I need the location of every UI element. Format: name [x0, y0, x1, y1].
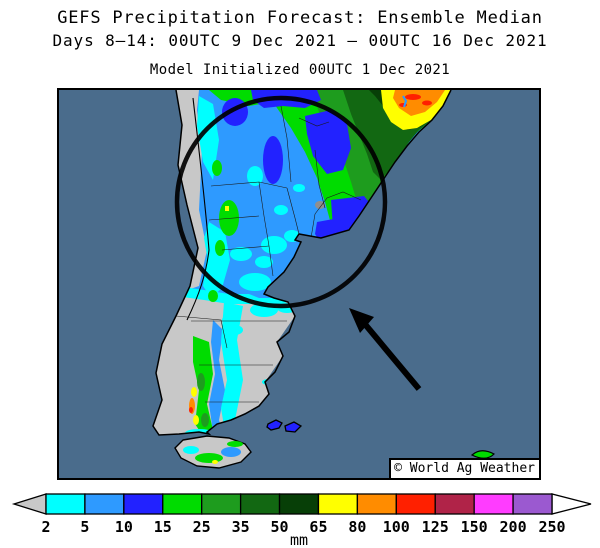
legend-segment [512, 493, 553, 515]
legend-tick-label: 125 [422, 518, 449, 536]
legend-tick-label: 250 [538, 518, 565, 536]
legend-tick-label: 100 [383, 518, 410, 536]
legend-colorbar: 2 5 10 15 25 35 50 65 80 100 125 150 200 250 mm [11, 493, 592, 548]
legend-segment [45, 493, 86, 515]
legend-tick-labels: 2 5 10 15 25 35 50 65 80 100 125 150 200 250 [41, 518, 565, 536]
coastline [152, 90, 452, 436]
legend-segment [473, 493, 514, 515]
highlight-circle-annotation [174, 95, 388, 309]
pointer-arrow-annotation [349, 308, 422, 391]
legend-segment [395, 493, 436, 515]
legend-tick-label: 10 [115, 518, 133, 536]
legend-segments [45, 493, 553, 515]
legend-segment [434, 493, 475, 515]
legend-tick-label: 25 [193, 518, 211, 536]
legend-tick-label: 50 [271, 518, 289, 536]
legend-segment [84, 493, 125, 515]
legend-tick-label: 150 [461, 518, 488, 536]
falkland-islands [266, 419, 303, 433]
legend-tick-label: 15 [154, 518, 172, 536]
south-georgia-island [470, 450, 495, 459]
legend-segment [239, 493, 281, 515]
page-title: GEFS Precipitation Forecast: Ensemble Me… [57, 8, 543, 28]
legend-segment [278, 493, 320, 515]
legend-overflow-arrow [551, 493, 592, 515]
map-frame: © World Ag Weather [57, 88, 541, 480]
legend-segment [201, 493, 242, 515]
legend-tick-label: 80 [348, 518, 366, 536]
precipitation-map [59, 90, 539, 478]
watermark-text: © World Ag Weather [394, 461, 535, 476]
legend-segment [356, 493, 397, 515]
legend-tick-label: 35 [232, 518, 250, 536]
legend-segment [317, 493, 359, 515]
watermark: © World Ag Weather [389, 458, 539, 478]
legend-tick-label: 65 [309, 518, 327, 536]
mainland-fills [153, 90, 451, 435]
model-init-line: Model Initialized 00UTC 1 Dec 2021 [149, 62, 451, 78]
legend-tick-label: 5 [80, 518, 89, 536]
legend-unit-label: mm [290, 531, 308, 548]
legend-segment [123, 493, 164, 515]
legend-underflow-arrow [11, 493, 47, 515]
tierra-del-fuego [174, 435, 252, 469]
legend-tick-label: 2 [41, 518, 50, 536]
page-subtitle: Days 8–14: 00UTC 9 Dec 2021 — 00UTC 16 D… [52, 31, 548, 50]
legend-segment [162, 493, 203, 515]
legend-tick-label: 200 [500, 518, 527, 536]
